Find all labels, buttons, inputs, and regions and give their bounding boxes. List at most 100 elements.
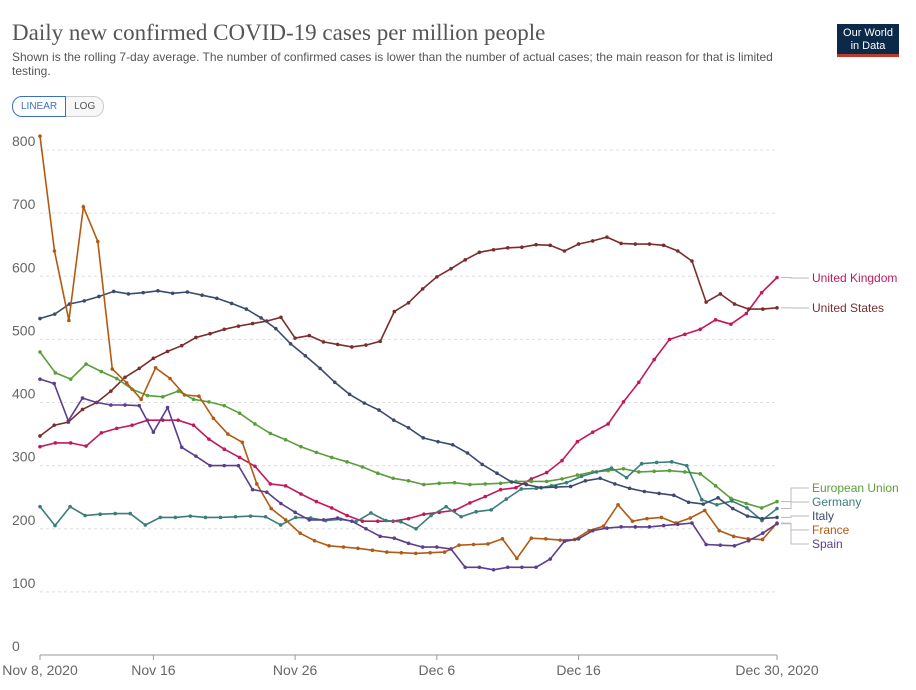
data-point[interactable] <box>647 242 652 246</box>
data-point[interactable] <box>384 518 388 523</box>
data-point[interactable] <box>299 492 303 496</box>
data-point[interactable] <box>111 289 116 294</box>
data-point[interactable] <box>759 506 764 510</box>
data-point[interactable] <box>240 440 245 445</box>
data-point[interactable] <box>307 333 312 338</box>
data-point[interactable] <box>191 423 196 428</box>
data-point[interactable] <box>468 482 472 487</box>
data-point[interactable] <box>654 460 659 465</box>
data-point[interactable] <box>746 538 751 543</box>
data-point[interactable] <box>529 479 534 484</box>
data-point[interactable] <box>745 506 749 510</box>
data-point[interactable] <box>99 431 104 435</box>
legend-label-italy[interactable]: Italy <box>812 509 834 523</box>
data-point[interactable] <box>609 466 614 470</box>
data-point[interactable] <box>659 515 664 520</box>
data-point[interactable] <box>554 485 558 489</box>
data-point[interactable] <box>165 349 170 354</box>
data-point[interactable] <box>713 318 718 322</box>
data-point[interactable] <box>207 437 211 441</box>
data-point[interactable] <box>575 439 580 444</box>
data-point[interactable] <box>562 539 567 544</box>
data-point[interactable] <box>564 480 569 485</box>
data-point[interactable] <box>495 471 499 476</box>
data-point[interactable] <box>173 515 178 520</box>
data-point[interactable] <box>414 526 418 531</box>
data-point[interactable] <box>335 516 340 520</box>
data-point[interactable] <box>53 441 58 445</box>
data-point[interactable] <box>775 275 779 280</box>
data-point[interactable] <box>429 513 433 518</box>
data-point[interactable] <box>52 423 56 428</box>
data-point[interactable] <box>161 418 165 422</box>
data-point[interactable] <box>457 543 461 547</box>
data-point[interactable] <box>731 534 736 539</box>
data-point[interactable] <box>83 513 87 518</box>
owid-logo[interactable]: Our World in Data <box>837 24 899 57</box>
data-point[interactable] <box>548 243 553 248</box>
data-point[interactable] <box>661 243 666 248</box>
data-point[interactable] <box>732 302 737 306</box>
data-point[interactable] <box>369 511 373 515</box>
data-point[interactable] <box>621 400 626 404</box>
data-point[interactable] <box>590 528 595 533</box>
series-line-spain[interactable] <box>39 378 778 571</box>
data-point[interactable] <box>480 462 485 467</box>
data-point[interactable] <box>179 445 184 450</box>
data-point[interactable] <box>222 327 227 332</box>
data-point[interactable] <box>303 353 308 358</box>
data-point[interactable] <box>293 336 297 340</box>
data-point[interactable] <box>505 565 510 570</box>
data-point[interactable] <box>775 306 779 310</box>
data-point[interactable] <box>218 515 223 520</box>
data-point[interactable] <box>364 526 368 531</box>
data-point[interactable] <box>558 538 563 542</box>
series-line-italy[interactable] <box>39 289 778 520</box>
data-point[interactable] <box>474 509 478 514</box>
data-point[interactable] <box>298 531 302 535</box>
data-point[interactable] <box>704 300 708 304</box>
data-point[interactable] <box>362 401 367 405</box>
data-point[interactable] <box>505 246 510 250</box>
data-point[interactable] <box>560 458 564 463</box>
data-point[interactable] <box>254 482 259 486</box>
data-point[interactable] <box>435 545 439 549</box>
data-point[interactable] <box>168 376 172 381</box>
data-point[interactable] <box>137 366 142 371</box>
data-point[interactable] <box>619 241 623 246</box>
data-point[interactable] <box>114 376 119 381</box>
data-point[interactable] <box>667 468 672 473</box>
data-point[interactable] <box>514 485 518 490</box>
data-point[interactable] <box>52 381 56 386</box>
data-point[interactable] <box>375 519 380 523</box>
data-point[interactable] <box>652 357 656 362</box>
data-point[interactable] <box>718 543 723 547</box>
data-point[interactable] <box>250 487 255 492</box>
data-point[interactable] <box>123 403 127 407</box>
data-point[interactable] <box>378 339 382 344</box>
data-point[interactable] <box>568 484 573 489</box>
data-point[interactable] <box>590 430 595 434</box>
data-point[interactable] <box>560 477 564 481</box>
data-point[interactable] <box>314 450 319 455</box>
data-point[interactable] <box>114 426 119 431</box>
data-point[interactable] <box>38 316 42 321</box>
data-point[interactable] <box>161 395 165 399</box>
log-scale-button[interactable]: LOG <box>66 96 105 117</box>
data-point[interactable] <box>109 403 113 407</box>
data-point[interactable] <box>158 515 163 520</box>
data-point[interactable] <box>744 501 749 506</box>
data-point[interactable] <box>562 249 567 253</box>
data-point[interactable] <box>477 250 482 255</box>
data-point[interactable] <box>732 543 737 548</box>
data-point[interactable] <box>99 369 104 374</box>
data-point[interactable] <box>200 293 204 297</box>
data-point[interactable] <box>143 523 148 527</box>
data-point[interactable] <box>233 514 238 519</box>
data-point[interactable] <box>226 432 230 436</box>
data-point[interactable] <box>463 258 467 262</box>
data-point[interactable] <box>543 537 548 541</box>
data-point[interactable] <box>109 389 113 393</box>
data-point[interactable] <box>672 493 676 498</box>
data-point[interactable] <box>215 296 219 301</box>
